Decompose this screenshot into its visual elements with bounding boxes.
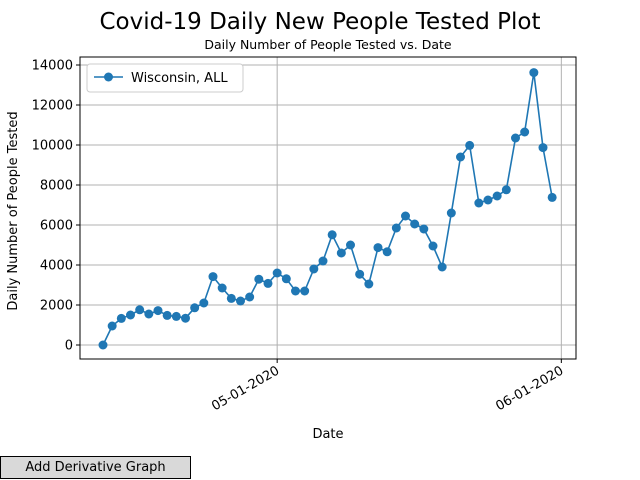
data-point — [291, 286, 300, 296]
data-point — [116, 313, 126, 323]
data-point — [511, 133, 520, 143]
data-point — [346, 240, 355, 250]
data-point — [126, 310, 135, 320]
series-line-wisconsin — [102, 72, 553, 346]
data-point — [547, 192, 557, 202]
data-point — [217, 283, 227, 293]
y-tick-label: 0 — [65, 339, 73, 354]
data-point — [401, 211, 410, 221]
data-point — [410, 219, 420, 229]
series-points — [98, 68, 557, 350]
data-point — [162, 310, 172, 320]
data-point — [428, 241, 438, 251]
data-point — [135, 305, 145, 315]
data-point — [98, 340, 108, 350]
legend-marker — [104, 72, 113, 82]
data-point — [254, 274, 264, 284]
data-point — [538, 143, 548, 153]
y-tick-label: 8000 — [40, 179, 73, 194]
data-point — [446, 208, 456, 218]
data-point — [226, 293, 236, 303]
data-point — [474, 198, 484, 208]
data-point — [336, 248, 346, 258]
legend-label: Wisconsin, ALL — [131, 71, 228, 86]
x-axis: 05-01-2020 06-01-2020 — [209, 359, 566, 414]
data-point — [281, 274, 291, 284]
data-point — [382, 247, 392, 257]
data-point — [272, 268, 282, 278]
plot-frame — [79, 56, 577, 360]
y-axis-label: Daily Number of People Tested — [6, 111, 21, 310]
data-point — [327, 230, 337, 240]
data-point — [236, 296, 245, 306]
data-point — [190, 303, 200, 313]
data-point — [199, 298, 209, 308]
data-point — [465, 140, 475, 150]
data-point — [437, 262, 447, 272]
data-point — [153, 306, 163, 316]
data-point — [364, 279, 374, 289]
data-point — [456, 152, 465, 162]
data-point — [245, 292, 255, 302]
x-tick-label: 06-01-2020 — [493, 363, 566, 414]
data-point — [529, 68, 539, 78]
data-point — [520, 127, 530, 137]
data-point — [483, 195, 493, 205]
data-point — [355, 269, 365, 279]
data-point — [309, 264, 319, 274]
chart-subtitle: Daily Number of People Tested vs. Date — [204, 37, 452, 52]
y-tick-label: 14000 — [32, 59, 73, 74]
y-tick-label: 6000 — [40, 219, 73, 234]
legend: Wisconsin, ALL — [86, 63, 244, 93]
data-point — [419, 224, 429, 234]
data-point — [208, 272, 218, 282]
y-tick-label: 4000 — [40, 259, 73, 274]
data-point — [492, 191, 502, 201]
x-axis-label: Date — [312, 427, 343, 442]
data-point — [373, 243, 383, 253]
chart-title: Covid-19 Daily New People Tested Plot — [99, 9, 540, 35]
x-tick-label: 05-01-2020 — [209, 363, 282, 414]
data-point — [300, 286, 310, 296]
grid — [80, 57, 576, 359]
data-point — [391, 223, 401, 233]
add-derivative-graph-button[interactable]: Add Derivative Graph — [0, 456, 191, 479]
data-point — [181, 313, 190, 323]
data-point — [107, 321, 117, 331]
legend-box — [86, 63, 244, 93]
y-tick-label: 10000 — [32, 139, 73, 154]
data-point — [144, 309, 154, 319]
data-point — [501, 185, 511, 195]
chart: Covid-19 Daily New People Tested Plot Da… — [6, 9, 577, 442]
data-point — [318, 256, 328, 266]
y-axis: 0 2000 4000 6000 8000 10000 12000 14000 — [32, 59, 80, 354]
data-point — [263, 278, 273, 288]
data-point — [171, 311, 181, 321]
y-tick-label: 12000 — [32, 99, 73, 114]
y-tick-label: 2000 — [40, 299, 73, 314]
